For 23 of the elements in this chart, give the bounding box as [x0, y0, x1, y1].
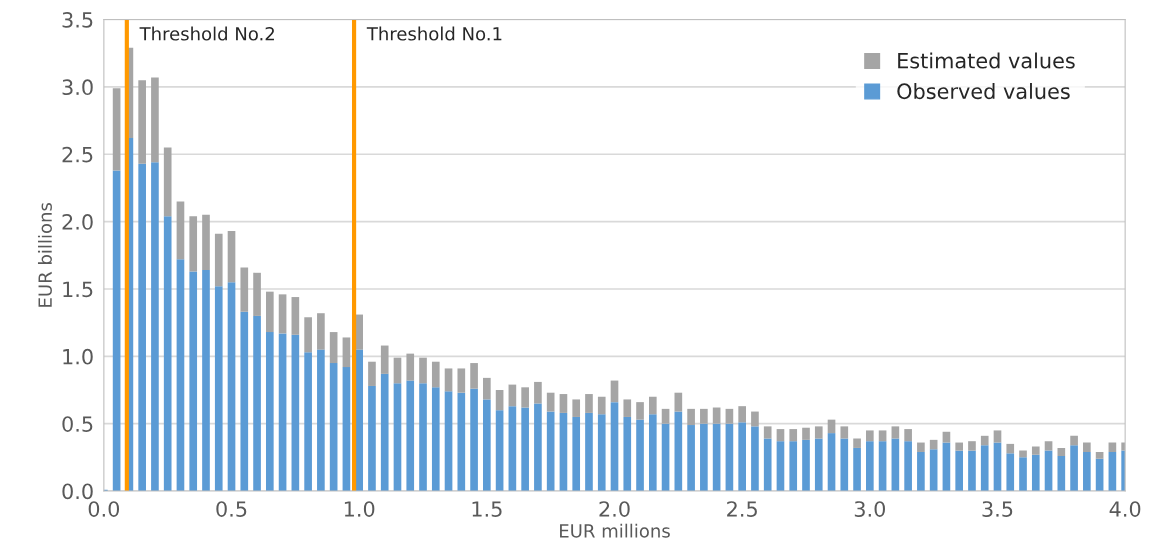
x-tick-label: 0.5	[216, 501, 247, 517]
x-tick-label: 3.0	[854, 501, 886, 517]
x-tick-label: 3.5	[982, 501, 1013, 517]
x-tick-label: 2.0	[599, 501, 630, 517]
x-tick-label: 1.5	[472, 501, 502, 517]
y-tick-label: 2.0	[62, 214, 93, 230]
legend-label: Observed values	[897, 83, 1070, 100]
x-tick-label: 0.0	[88, 501, 120, 517]
x-tick-label: 2.5	[727, 501, 757, 517]
y-tick-label: 0.0	[62, 483, 93, 500]
x-axis-title: EUR millions	[560, 523, 670, 538]
y-tick-label: 1.0	[63, 348, 93, 365]
y-axis-title: EUR billions	[37, 203, 52, 307]
y-tick-label: 2.5	[62, 146, 93, 163]
x-tick-label: 4.0	[1109, 501, 1141, 517]
ref-line-label: Threshold No.2	[139, 26, 274, 41]
y-tick-label: 1.5	[63, 281, 93, 298]
ref-line-label: Threshold No.1	[366, 26, 502, 41]
legend-label: Estimated values	[898, 52, 1075, 69]
y-tick-label: 3.0	[62, 79, 93, 96]
y-tick-label: 3.5	[62, 11, 93, 28]
y-tick-label: 0.5	[62, 416, 93, 432]
x-tick-label: 1.0	[344, 501, 375, 517]
